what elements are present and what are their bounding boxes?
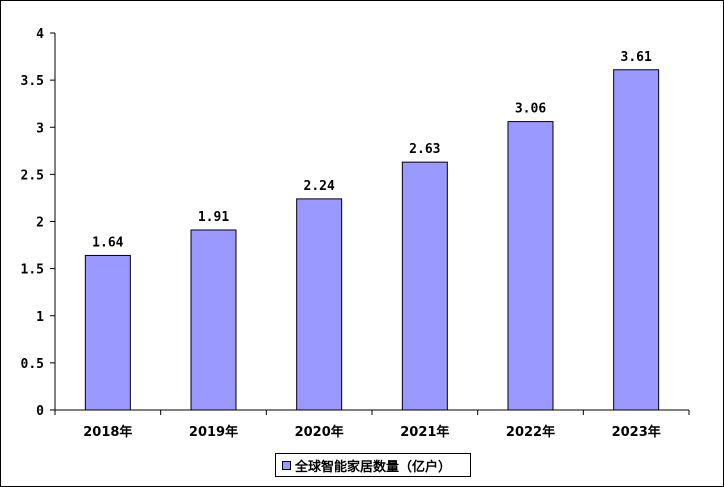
data-label: 1.64 xyxy=(92,235,123,250)
x-tick-label: 2023年 xyxy=(612,424,661,440)
bar xyxy=(507,121,554,411)
data-labels: 1.64 1.91 2.24 2.63 3.06 3.61 xyxy=(92,50,652,251)
x-tick-label: 2018年 xyxy=(83,424,132,440)
data-label: 2.24 xyxy=(304,179,335,194)
y-tick-label: 3 xyxy=(36,121,44,136)
y-tick-label: 2.5 xyxy=(21,168,44,183)
y-tick-label: 0.5 xyxy=(21,357,44,372)
y-tick-label: 2 xyxy=(36,216,44,231)
x-tick-label: 2019年 xyxy=(189,424,238,440)
y-axis: 0 0.5 1 1.5 2 2.5 3 3.5 4 xyxy=(21,27,56,419)
x-tick-label: 2022年 xyxy=(506,424,555,440)
y-tick-label: 1.5 xyxy=(21,263,44,278)
bar xyxy=(296,198,343,411)
y-tick-label: 4 xyxy=(36,27,44,42)
data-label: 2.63 xyxy=(409,142,440,157)
x-tick-label: 2020年 xyxy=(295,424,344,440)
bar xyxy=(401,161,448,411)
bar xyxy=(190,229,237,411)
y-tick-label: 0 xyxy=(36,404,44,419)
data-label: 1.91 xyxy=(198,210,229,225)
legend-label: 全球智能家居数量（亿户） xyxy=(295,459,452,475)
y-tick-label: 3.5 xyxy=(21,74,44,89)
legend: 全球智能家居数量（亿户） xyxy=(275,453,471,477)
bars xyxy=(84,69,660,411)
x-tick-label: 2021年 xyxy=(400,424,449,440)
legend-swatch xyxy=(282,460,291,470)
y-tick-label: 1 xyxy=(36,310,44,325)
data-label: 3.06 xyxy=(515,102,546,117)
bar xyxy=(613,69,660,411)
data-label: 3.61 xyxy=(621,50,652,65)
x-axis: 2018年 2019年 2020年 2021年 2022年 2023年 xyxy=(54,409,690,440)
bar xyxy=(84,254,131,411)
